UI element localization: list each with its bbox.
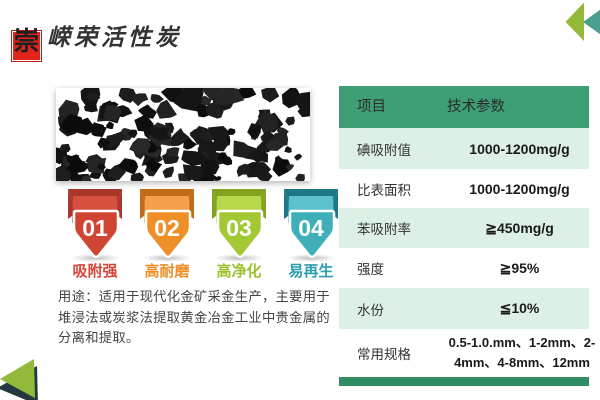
svg-text:04: 04 <box>298 215 324 241</box>
svg-text:03: 03 <box>226 215 252 241</box>
svg-text:02: 02 <box>154 215 180 241</box>
svg-text:01: 01 <box>82 215 108 241</box>
